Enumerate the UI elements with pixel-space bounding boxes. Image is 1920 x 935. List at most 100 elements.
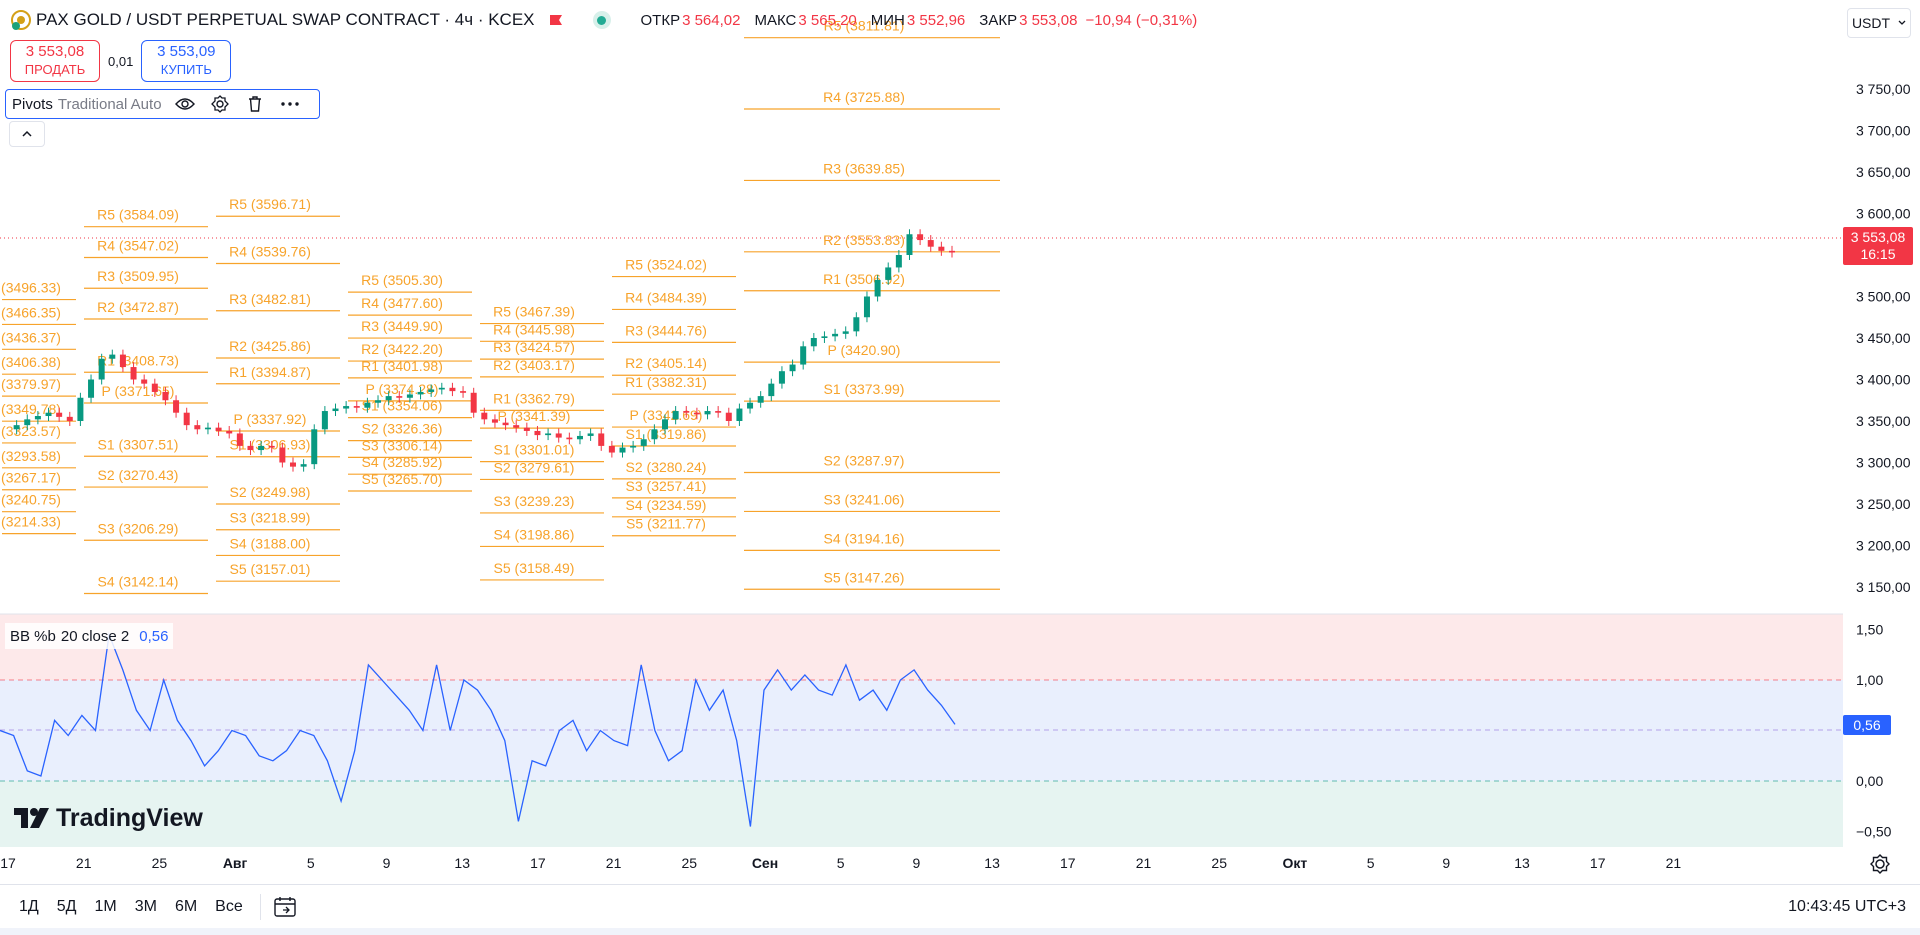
candle-body bbox=[885, 267, 892, 280]
price-axis-label: 3 750,00 bbox=[1856, 81, 1911, 97]
pivot-label: S3 (3306.14) bbox=[362, 437, 443, 453]
pivot-label: S2 (3279.61) bbox=[494, 459, 575, 475]
bottom-toolbar: 1Д 5Д 1М 3М 6М Все 10:43:45 UTC+3 bbox=[0, 884, 1920, 928]
collapse-legend-button[interactable] bbox=[9, 121, 45, 147]
pivot-label: R5 (3505.30) bbox=[361, 272, 443, 288]
trash-icon[interactable] bbox=[244, 93, 266, 115]
range-1m-button[interactable]: 1М bbox=[85, 892, 125, 922]
pivot-label: (3293.58) bbox=[1, 448, 61, 464]
candle-body bbox=[460, 391, 467, 393]
currency-label: USDT bbox=[1851, 15, 1891, 31]
pivot-label: (3496.33) bbox=[1, 280, 61, 296]
pivot-label: R3 (3424.57) bbox=[493, 339, 575, 355]
indicator-name: Pivots bbox=[12, 95, 53, 113]
candle-body bbox=[513, 425, 520, 428]
candle-body bbox=[396, 396, 403, 398]
price-axis-label: 3 200,00 bbox=[1856, 538, 1911, 554]
high-label: МАКС bbox=[754, 11, 797, 29]
buy-label: КУПИТЬ bbox=[160, 62, 212, 77]
pivot-label: S3 (3206.29) bbox=[98, 520, 179, 536]
candle-body bbox=[725, 412, 732, 421]
sell-label: ПРОДАТЬ bbox=[24, 62, 86, 77]
pivot-label: (3323.57) bbox=[1, 423, 61, 439]
price-change: −10,94 (−0,31%) bbox=[1085, 11, 1198, 29]
price-axis-label: 3 350,00 bbox=[1856, 413, 1911, 429]
candle-body bbox=[258, 445, 265, 451]
pivot-label: R1 (3382.31) bbox=[625, 374, 707, 390]
pivot-label: S1 (3307.51) bbox=[98, 436, 179, 452]
candle-body bbox=[810, 338, 817, 347]
price-axis-label: 3 300,00 bbox=[1856, 455, 1911, 471]
candle-body bbox=[438, 387, 445, 390]
candle-body bbox=[651, 429, 658, 440]
bb-axis-label: 1,00 bbox=[1856, 672, 1883, 688]
pivot-label: S5 (3157.01) bbox=[230, 561, 311, 577]
pivot-label: R2 (3405.14) bbox=[625, 355, 707, 371]
pax-gold-coin-icon bbox=[11, 10, 31, 30]
more-icon[interactable] bbox=[279, 93, 301, 115]
pivot-label: S5 (3265.70) bbox=[362, 471, 443, 487]
symbol-title[interactable]: PAX GOLD / USDT PERPETUAL SWAP CONTRACT … bbox=[36, 10, 535, 29]
pivot-label: R1 (3506.92) bbox=[823, 271, 905, 287]
time-axis[interactable]: 17 21 25 Авг 5 9 13 17 21 25 Сен 5 9 13 17 21 25 Окт 5 9 13 1… bbox=[0, 855, 1681, 871]
candle-body bbox=[119, 354, 126, 368]
pivot-label: (3436.37) bbox=[1, 329, 61, 345]
pivot-label: S4 (3188.00) bbox=[230, 535, 311, 551]
range-5d-button[interactable]: 5Д bbox=[48, 892, 86, 922]
candle-body bbox=[619, 447, 626, 453]
candle-body bbox=[268, 445, 275, 448]
pivot-label: S3 (3218.99) bbox=[230, 510, 311, 526]
calendar-goto-date-icon[interactable] bbox=[271, 893, 299, 921]
candle-body bbox=[13, 425, 20, 430]
candle-body bbox=[162, 391, 169, 401]
candle-body bbox=[662, 419, 669, 430]
candle-body bbox=[289, 462, 296, 467]
chart-canvas[interactable]: (3496.33) (3466.35) (3436.37) (3406.38) (337… bbox=[0, 0, 1920, 884]
close-label: ЗАКР bbox=[979, 11, 1018, 29]
candle-body bbox=[449, 387, 456, 392]
price-axis[interactable]: 3 750,00 3 700,00 3 650,00 3 600,00 3 500,00… bbox=[1856, 81, 1911, 595]
bb-value-tag: 0,56 bbox=[1843, 715, 1891, 735]
clock-timezone[interactable]: 10:43:45 UTC+3 bbox=[1788, 897, 1906, 915]
pivot-label: (3349.78) bbox=[1, 401, 61, 417]
pivot-label: S5 (3158.49) bbox=[494, 560, 575, 576]
candle-body bbox=[895, 255, 902, 268]
pivot-label: R5 (3811.81) bbox=[824, 18, 905, 34]
bb-axis[interactable]: 1,50 1,00 0,00 −0,50 bbox=[1856, 622, 1892, 840]
buy-button[interactable]: 3 553,09 КУПИТЬ bbox=[141, 40, 232, 82]
market-open-status-icon[interactable] bbox=[592, 11, 611, 29]
time-axis-label: 9 bbox=[1442, 855, 1450, 871]
candle-body bbox=[66, 416, 73, 421]
range-6m-button[interactable]: 6М bbox=[166, 892, 206, 922]
range-3m-button[interactable]: 3М bbox=[126, 892, 166, 922]
eye-icon[interactable] bbox=[174, 93, 196, 115]
bb-axis-label: 0,00 bbox=[1856, 773, 1883, 789]
bb-legend[interactable]: BB %b 20 close 2 0,56 bbox=[5, 623, 174, 649]
sell-button[interactable]: 3 553,08 ПРОДАТЬ bbox=[10, 40, 100, 82]
currency-select[interactable]: USDT bbox=[1847, 8, 1911, 38]
scale-settings-icon[interactable] bbox=[1868, 852, 1892, 876]
candle-body bbox=[917, 234, 924, 241]
tradingview-logo[interactable]: TradingView bbox=[14, 804, 203, 833]
pivot-label: R5 (3467.39) bbox=[493, 304, 575, 320]
pivot-label: R3 (3482.81) bbox=[229, 291, 311, 307]
low-label: МИН bbox=[870, 11, 905, 29]
red-flag-icon[interactable] bbox=[549, 14, 563, 26]
horizontal-scrollbar[interactable] bbox=[0, 928, 1920, 935]
pivot-label: S3 (3257.41) bbox=[626, 478, 707, 494]
gear-icon[interactable] bbox=[209, 93, 231, 115]
pivot-label: R2 (3403.17) bbox=[493, 357, 575, 373]
pivot-label: R4 (3547.02) bbox=[97, 237, 179, 253]
candle-body bbox=[853, 317, 860, 332]
pivots-legend[interactable]: Pivots Traditional Auto bbox=[5, 89, 320, 119]
candle-body bbox=[566, 437, 573, 440]
pivot-label: R2 (3472.87) bbox=[97, 299, 179, 315]
range-1d-button[interactable]: 1Д bbox=[10, 892, 48, 922]
candle-body bbox=[938, 246, 945, 251]
time-axis-label: 17 bbox=[1060, 855, 1076, 871]
bb-value: 0,56 bbox=[139, 627, 169, 645]
range-all-button[interactable]: Все bbox=[206, 892, 252, 922]
pivot-label: R1 (3408.73) bbox=[97, 352, 179, 368]
high-value: 3 565,20 bbox=[798, 11, 857, 29]
